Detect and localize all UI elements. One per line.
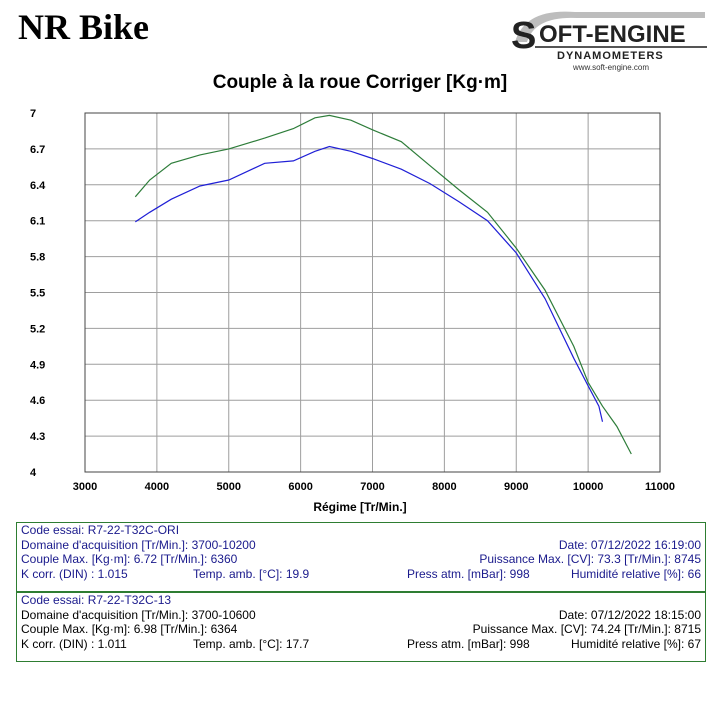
y-tick-label: 4 (30, 467, 37, 479)
logo-url: www.soft-engine.com (572, 63, 649, 72)
x-tick-label: 7000 (360, 481, 384, 493)
x-tick-label: 6000 (288, 481, 312, 493)
y-tick-label: 6.7 (30, 144, 45, 156)
x-tick-label: 10000 (573, 481, 604, 493)
y-tick-label: 4.3 (30, 431, 45, 443)
series-line-2 (134, 114, 632, 455)
y-tick-label: 5.8 (30, 252, 45, 264)
chart-title: Couple à la roue Corriger [Kg·m] (212, 72, 508, 93)
y-tick-label: 6.4 (30, 180, 46, 192)
y-tick-label: 5.5 (30, 288, 45, 300)
test-info-panel-2: Code essai: R7-22-T32C-13 Domaine d'acqu… (16, 592, 706, 662)
y-tick-label: 6.1 (30, 216, 45, 228)
max-power: Puissance Max. [CV]: 74.24 [Tr/Min.]: 87… (472, 622, 701, 636)
torque-chart: 3000 4000 5000 6000 7000 8000 9000 10000 11000 4 4… (30, 108, 675, 514)
humidity: Humidité relative [%]: 66 (570, 566, 701, 581)
series-line-1 (134, 145, 604, 422)
max-power: Puissance Max. [CV]: 73.3 [Tr/Min.]: 874… (479, 552, 701, 566)
logo-top-text: OFT-ENGINE (539, 21, 686, 48)
y-tick-label: 7 (30, 108, 36, 120)
ambient-temp: Temp. amb. [°C]: 19.9 (193, 566, 310, 581)
chart-tick-labels: 3000 4000 5000 6000 7000 8000 9000 10000 11000 4 4… (30, 108, 675, 493)
k-correction: K corr. (DIN) : 1.011 (21, 636, 127, 651)
brand-title: NR Bike (18, 7, 150, 47)
max-torque: Couple Max. [Kg·m]: 6.98 [Tr/Min.]: 6364 (21, 622, 238, 636)
x-axis-label: Régime [Tr/Min.] (313, 500, 406, 514)
y-tick-label: 5.2 (30, 323, 45, 335)
soft-engine-logo: S OFT-ENGINE DYNAMOMETERS www.soft-engin… (511, 11, 707, 72)
test-code: Code essai: R7-22-T32C-13 (21, 593, 172, 607)
x-tick-label: 9000 (504, 481, 528, 493)
chart-series (134, 114, 632, 455)
y-tick-label: 4.9 (30, 359, 45, 371)
max-torque: Couple Max. [Kg·m]: 6.72 [Tr/Min.]: 6360 (21, 552, 238, 566)
x-tick-label: 4000 (145, 481, 169, 493)
chart-axes (84, 112, 661, 473)
logo-bottom-text: DYNAMOMETERS (557, 50, 664, 62)
test-info-panel-1: Code essai: R7-22-T32C-ORI Domaine d'acq… (16, 522, 706, 592)
x-tick-label: 11000 (645, 481, 675, 493)
acquisition-range: Domaine d'acquisition [Tr/Min.]: 3700-10… (21, 537, 256, 552)
test-date: Date: 07/12/2022 18:15:00 (558, 607, 701, 622)
k-correction: K corr. (DIN) : 1.015 (21, 566, 128, 581)
ambient-temp: Temp. amb. [°C]: 17.7 (193, 636, 310, 651)
x-tick-label: 8000 (432, 481, 456, 493)
humidity: Humidité relative [%]: 67 (570, 636, 701, 651)
atm-pressure: Press atm. [mBar]: 998 (407, 566, 530, 581)
acquisition-range: Domaine d'acquisition [Tr/Min.]: 3700-10… (21, 607, 256, 622)
test-date: Date: 07/12/2022 16:19:00 (558, 537, 701, 552)
y-tick-label: 4.6 (30, 395, 45, 407)
x-tick-label: 5000 (217, 481, 241, 493)
plot-frame (84, 112, 661, 473)
chart-grid (84, 112, 661, 473)
test-code: Code essai: R7-22-T32C-ORI (21, 523, 180, 537)
x-tick-label: 3000 (73, 481, 97, 493)
atm-pressure: Press atm. [mBar]: 998 (407, 636, 530, 651)
logo-s: S (511, 15, 536, 57)
